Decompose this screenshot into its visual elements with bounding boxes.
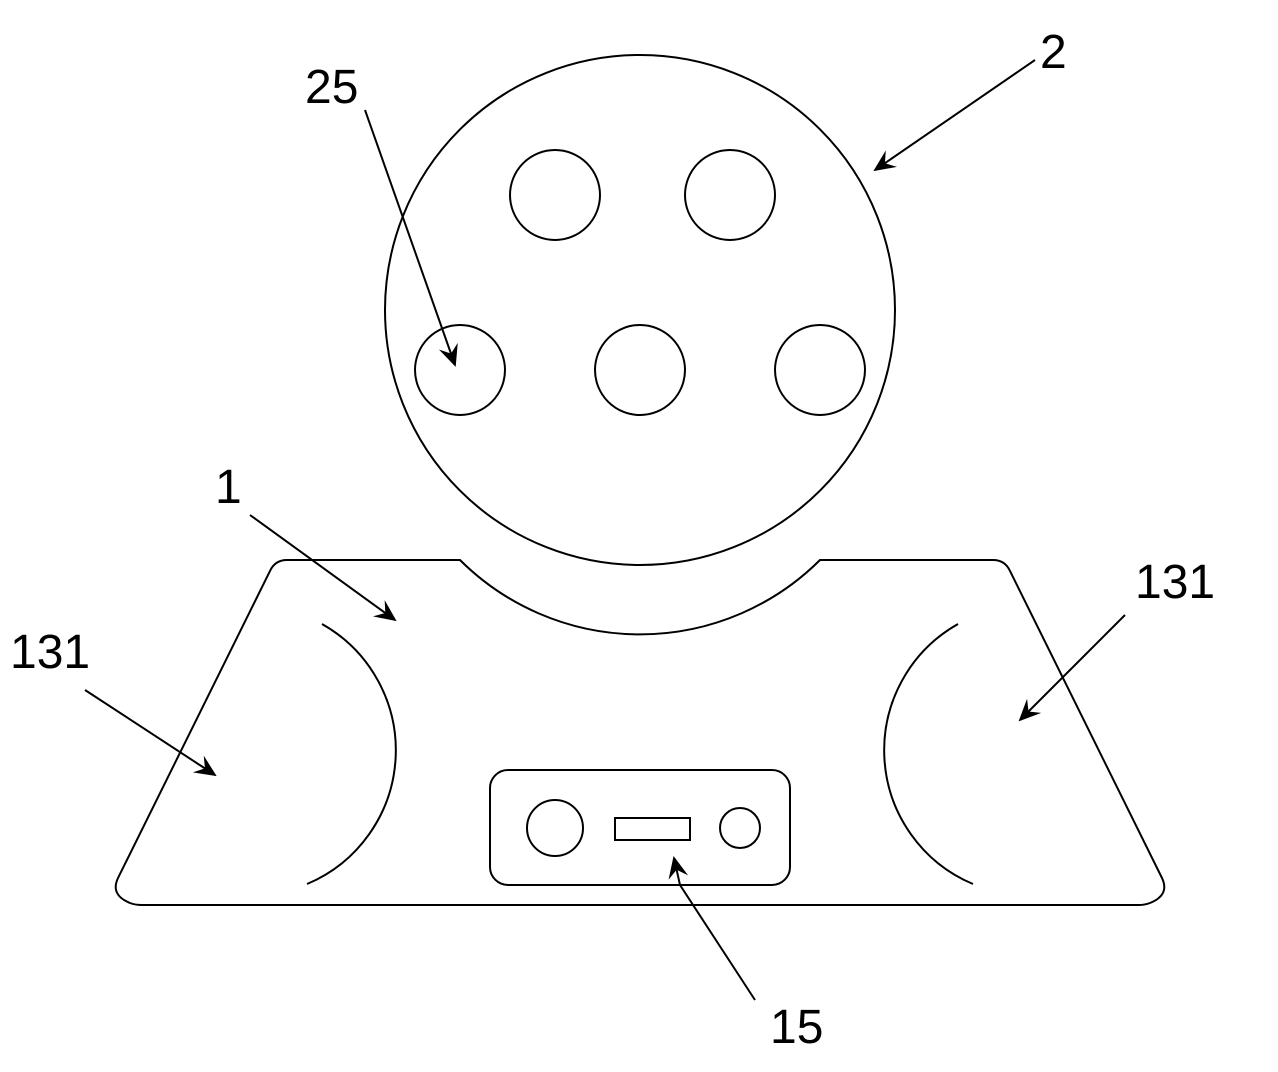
panel-knob-small xyxy=(720,808,760,848)
sphere-hole xyxy=(510,150,600,240)
leader-panel xyxy=(674,858,755,1000)
leader-hole xyxy=(365,110,455,365)
panel-slot xyxy=(615,818,690,840)
label-wing-left: 131 xyxy=(10,625,90,680)
control-panel xyxy=(490,770,790,885)
sphere-hole xyxy=(595,325,685,415)
label-base: 1 xyxy=(215,460,242,515)
panel-knob-large xyxy=(527,800,583,856)
base-body xyxy=(116,560,1165,905)
label-wing-right: 131 xyxy=(1135,555,1215,610)
leader-sphere xyxy=(875,60,1035,170)
diagram-canvas xyxy=(0,0,1278,1072)
leader-wing-right xyxy=(1020,615,1125,720)
sphere-hole xyxy=(685,150,775,240)
sphere-hole xyxy=(415,325,505,415)
leader-wing-left xyxy=(85,690,215,775)
label-panel: 15 xyxy=(770,1000,823,1055)
label-hole: 25 xyxy=(305,60,358,115)
sphere-body xyxy=(385,55,895,565)
wing-right-arc xyxy=(884,624,973,884)
wing-left-arc xyxy=(307,624,396,884)
label-sphere: 2 xyxy=(1040,25,1067,80)
sphere-hole xyxy=(775,325,865,415)
